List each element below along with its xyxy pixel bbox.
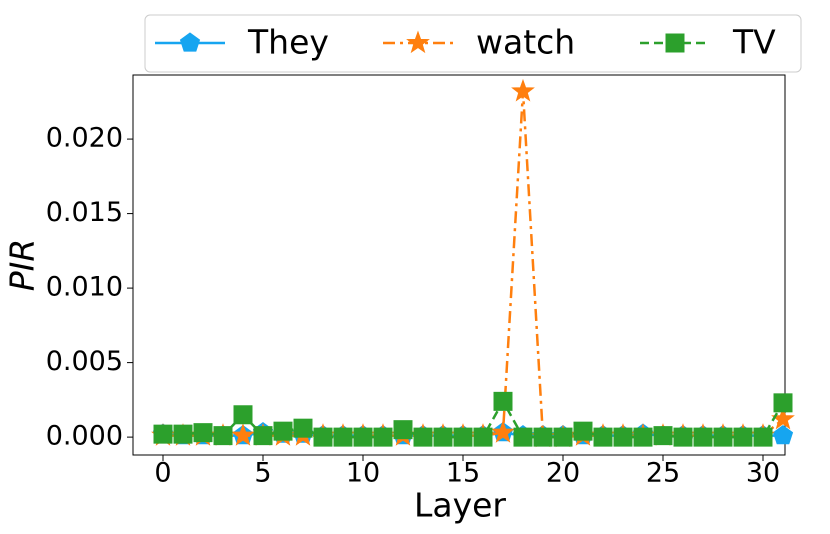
x-tick-label: 10 [346, 458, 380, 489]
series-line [163, 91, 784, 439]
data-point [513, 427, 533, 447]
plot-frame [132, 74, 786, 456]
data-point [293, 418, 313, 438]
y-tick-label: 0.020 [46, 123, 123, 154]
y-tick-label: 0.010 [46, 272, 123, 303]
y-tick-label: 0.005 [46, 346, 123, 377]
data-point [511, 78, 535, 102]
data-point [433, 427, 453, 447]
data-point [553, 427, 573, 447]
y-axis-label: PIR [3, 239, 42, 292]
data-point [233, 405, 253, 425]
data-point [173, 424, 193, 444]
data-point [491, 420, 515, 443]
x-tick-label: 20 [546, 458, 580, 489]
data-point [333, 427, 353, 447]
data-point [453, 427, 473, 447]
legend-label: They [247, 23, 329, 62]
data-point [772, 425, 794, 445]
legend-marker [179, 32, 201, 52]
x-tick-label: 5 [254, 458, 271, 489]
x-axis-label: Layer [414, 486, 506, 525]
data-point [313, 427, 333, 447]
data-point [193, 423, 213, 443]
data-point [693, 427, 713, 447]
data-point [231, 423, 255, 446]
data-point [373, 427, 393, 447]
y-tick-label: 0.000 [46, 421, 123, 452]
data-point [613, 427, 633, 447]
data-point [573, 421, 593, 441]
legend-box [144, 14, 802, 73]
data-point [473, 427, 493, 447]
y-tick-label: 0.015 [46, 197, 123, 228]
x-tick-label: 15 [446, 458, 480, 489]
x-tick-label: 0 [154, 458, 171, 489]
data-point [253, 426, 273, 446]
data-point [273, 421, 293, 441]
data-point [673, 427, 693, 447]
data-point [733, 427, 753, 447]
data-point [593, 427, 613, 447]
data-point [713, 427, 733, 447]
data-point [393, 420, 413, 440]
data-point [493, 391, 513, 411]
x-tick-label: 25 [646, 458, 680, 489]
legend-marker [665, 33, 685, 53]
data-point [753, 427, 773, 447]
data-point [533, 427, 553, 447]
data-point [153, 424, 173, 444]
data-point [633, 427, 653, 447]
legend-label: TV [732, 23, 776, 62]
data-point [213, 426, 233, 446]
x-tick-label: 30 [746, 458, 780, 489]
data-point [773, 393, 793, 413]
data-point [353, 427, 373, 447]
legend-marker [406, 30, 430, 54]
legend-label: watch [476, 23, 575, 62]
data-point [653, 426, 673, 446]
data-point [413, 427, 433, 447]
